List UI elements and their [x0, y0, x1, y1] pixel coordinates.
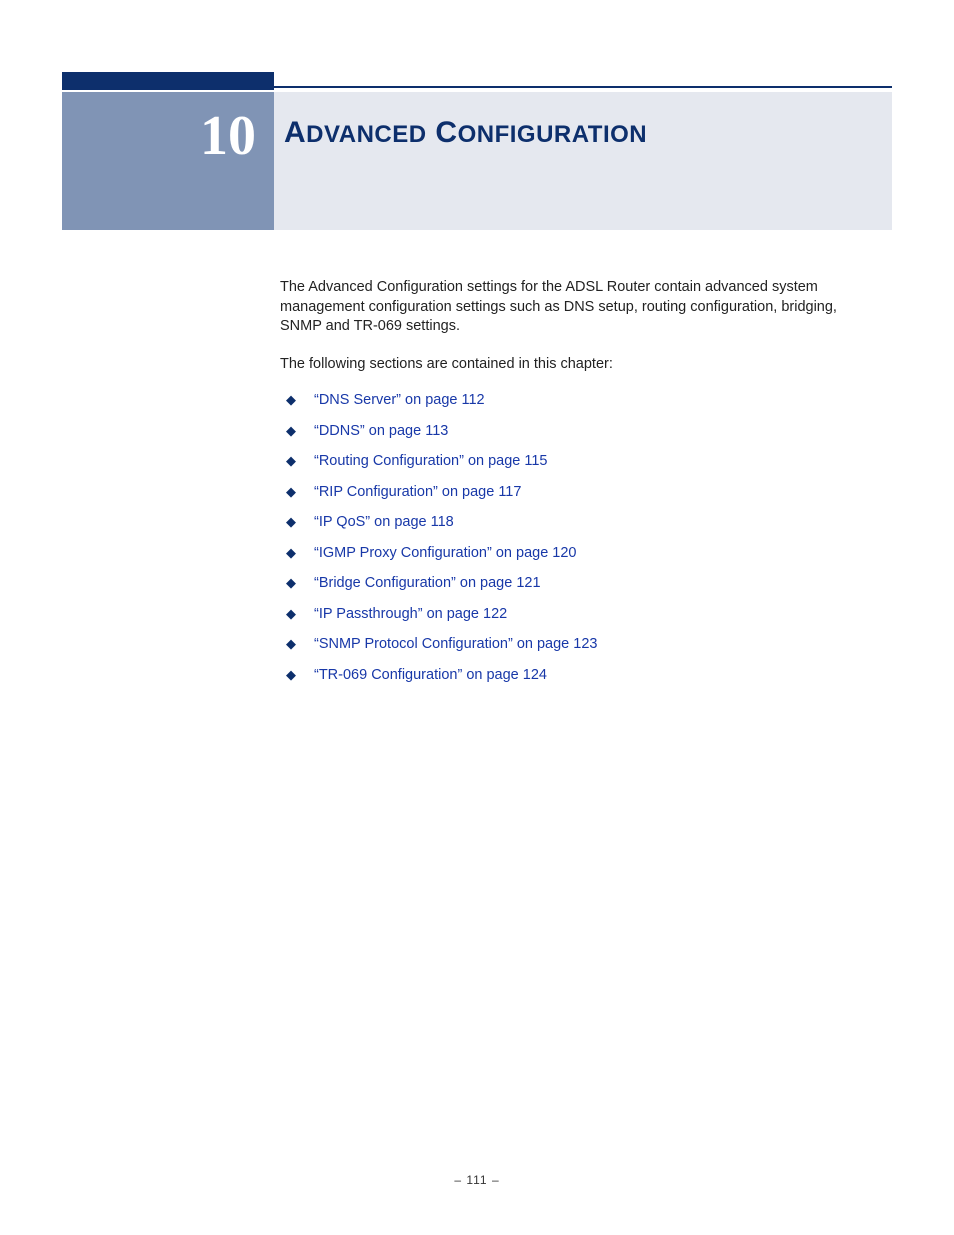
toc-link[interactable]: “DDNS” on page 113 [314, 423, 448, 439]
toc-list: ◆ “DNS Server” on page 112 ◆ “DDNS” on pag… [280, 392, 880, 683]
bullet-icon: ◆ [286, 453, 296, 469]
bullet-icon: ◆ [286, 667, 296, 683]
bullet-icon: ◆ [286, 392, 296, 408]
bullet-icon: ◆ [286, 423, 296, 439]
toc-link[interactable]: “TR-069 Configuration” on page 124 [314, 667, 547, 683]
chapter-title: ADVANCED CONFIGURATION [284, 116, 647, 150]
toc-link[interactable]: “IP QoS” on page 118 [314, 514, 454, 530]
list-item: ◆ “IP Passthrough” on page 122 [286, 606, 880, 622]
toc-link[interactable]: “Bridge Configuration” on page 121 [314, 575, 541, 591]
list-item: ◆ “DDNS” on page 113 [286, 423, 880, 439]
title-seg: DVANCED [306, 121, 426, 148]
chapter-number-box: 10 [62, 92, 274, 230]
toc-link[interactable]: “Routing Configuration” on page 115 [314, 453, 548, 469]
bullet-icon: ◆ [286, 484, 296, 500]
list-item: ◆ “RIP Configuration” on page 117 [286, 484, 880, 500]
list-item: ◆ “IGMP Proxy Configuration” on page 120 [286, 545, 880, 561]
chapter-number: 10 [200, 104, 256, 168]
header-accent-bar [62, 72, 274, 90]
list-item: ◆ “SNMP Protocol Configuration” on page 1… [286, 636, 880, 652]
list-item: ◆ “IP QoS” on page 118 [286, 514, 880, 530]
bullet-icon: ◆ [286, 545, 296, 561]
toc-link[interactable]: “RIP Configuration” on page 117 [314, 484, 521, 500]
list-item: ◆ “DNS Server” on page 112 [286, 392, 880, 408]
list-item: ◆ “TR-069 Configuration” on page 124 [286, 667, 880, 683]
lead-paragraph: The following sections are contained in … [280, 355, 880, 375]
header-rule [274, 86, 892, 88]
title-seg: C [427, 116, 458, 149]
list-item: ◆ “Routing Configuration” on page 115 [286, 453, 880, 469]
list-item: ◆ “Bridge Configuration” on page 121 [286, 575, 880, 591]
title-seg: ONFIGURATION [458, 121, 648, 148]
intro-paragraph: The Advanced Configuration settings for … [280, 278, 880, 337]
bullet-icon: ◆ [286, 636, 296, 652]
page-number: – 111 – [0, 1173, 954, 1187]
bullet-icon: ◆ [286, 606, 296, 622]
chapter-title-box: ADVANCED CONFIGURATION [274, 92, 892, 230]
chapter-header: 10 ADVANCED CONFIGURATION [0, 0, 954, 230]
toc-link[interactable]: “DNS Server” on page 112 [314, 392, 485, 408]
title-seg: A [284, 116, 306, 149]
toc-link[interactable]: “SNMP Protocol Configuration” on page 12… [314, 636, 597, 652]
page-body: The Advanced Configuration settings for … [280, 278, 880, 697]
toc-link[interactable]: “IP Passthrough” on page 122 [314, 606, 507, 622]
bullet-icon: ◆ [286, 575, 296, 591]
toc-link[interactable]: “IGMP Proxy Configuration” on page 120 [314, 545, 577, 561]
bullet-icon: ◆ [286, 514, 296, 530]
